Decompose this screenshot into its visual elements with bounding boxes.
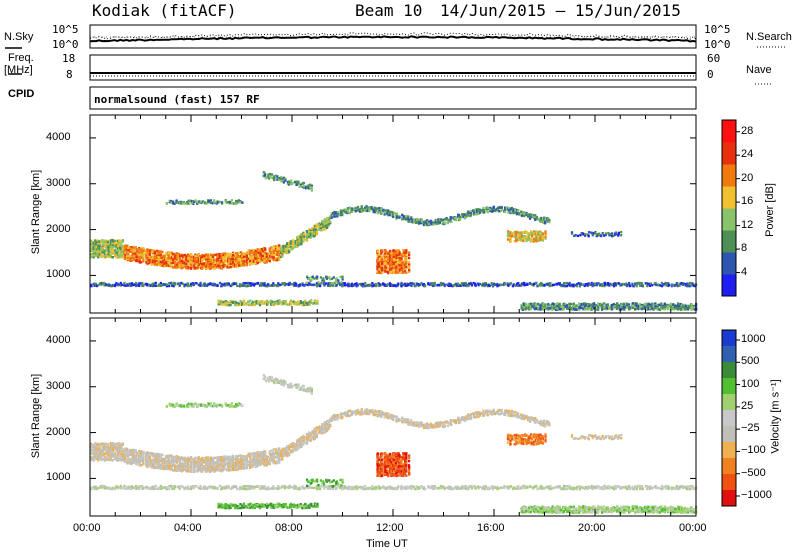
power-cbar-tick: 16 [741, 195, 754, 208]
xtick-label: 16:00 [477, 522, 505, 534]
nsearch-tick-top: 10^5 [704, 23, 731, 36]
velocity-cbar-tick: −1000 [741, 489, 772, 501]
nsearch-tick-bottom: 10^0 [704, 38, 731, 51]
power-cbar-tick: 20 [741, 171, 754, 184]
power-cbar-tick: 12 [741, 218, 754, 231]
power-ytick-label: 1000 [46, 268, 71, 281]
nsky-tick-bottom: 10^0 [52, 38, 79, 51]
freq-panel-frame [89, 54, 697, 81]
nsky-label: N.Sky [4, 31, 34, 43]
nsky-tick-top: 10^5 [52, 23, 79, 36]
nsearch-label: N.Search [746, 31, 792, 43]
power-cbar-tick: 24 [741, 148, 754, 161]
xtick-label: 04:00 [174, 522, 202, 534]
freq-tick-bottom: 8 [66, 68, 73, 81]
cpid-panel-frame [89, 86, 697, 110]
velocity-cbar-tick: 25 [741, 399, 754, 412]
vel-ytick-label: 2000 [46, 425, 71, 438]
date-range: 14/Jun/2015 – 15/Jun/2015 [440, 1, 681, 20]
power-colorbar [722, 120, 740, 297]
power-cbar-label: Power [dB] [764, 183, 776, 237]
nave-tick-bottom: 0 [707, 68, 714, 81]
freq-label: Freq. [8, 52, 34, 64]
velocity-colorbar [722, 330, 740, 507]
velocity-cbar-tick: 1000 [741, 333, 766, 345]
nsky-trace [89, 35, 697, 43]
nave-tick-top: 60 [707, 52, 721, 65]
xtick-label: 00:00 [679, 522, 707, 534]
velocity-cbar-label: Velocity [m s⁻¹] [769, 379, 782, 454]
freq-tick-top: 18 [62, 52, 76, 65]
velocity-cbar-tick: 100 [741, 377, 760, 390]
nsky-panel-frame [89, 24, 697, 49]
velocity-cbar-tick: −500 [741, 466, 766, 479]
velocity-heatmap [90, 374, 698, 514]
power-ytick-label: 3000 [46, 176, 71, 189]
velocity-cbar-tick: 500 [741, 355, 760, 368]
station-title: Kodiak (fitACF) [92, 1, 237, 20]
power-heatmap [90, 171, 698, 311]
vel-ytick-label: 4000 [46, 333, 71, 346]
cpid-text: normalsound (fast) 157 RF [94, 93, 260, 106]
xtick-label: 20:00 [578, 522, 606, 534]
velocity-cbar-tick: −100 [741, 444, 766, 457]
beam-label: Beam 10 [355, 1, 423, 20]
vel-ytick-label: 3000 [46, 379, 71, 392]
power-cbar-tick: 8 [741, 242, 748, 255]
xtick-label: 08:00 [275, 522, 303, 534]
power-cbar-tick: 4 [741, 265, 748, 278]
power-cbar-tick: 28 [741, 124, 754, 137]
xaxis-label: Time UT [366, 538, 408, 550]
cpid-label: CPID [8, 88, 35, 100]
velocity-cbar-tick: −25 [741, 422, 760, 435]
nave-label: Nave [746, 64, 772, 76]
xtick-label: 12:00 [376, 522, 404, 534]
vel-ytick-label: 1000 [46, 471, 71, 484]
freq-unit-label: [MHz] [4, 64, 33, 76]
power-ytick-label: 2000 [46, 222, 71, 235]
xtick-label: 00:00 [73, 522, 101, 534]
velocity-ylabel: Slant Range [km] [30, 373, 42, 459]
power-ylabel: Slant Range [km] [30, 169, 42, 255]
power-ytick-label: 4000 [46, 130, 71, 143]
